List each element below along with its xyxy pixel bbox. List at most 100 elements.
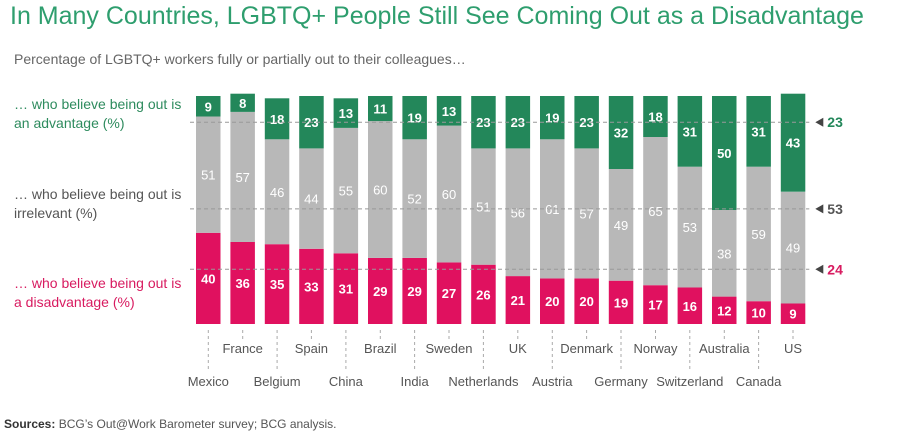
data-label-irrelevant-canada: 59 — [751, 227, 765, 242]
data-label-disadvantage-switzerland: 16 — [683, 299, 697, 314]
data-label-irrelevant-uk: 56 — [511, 205, 525, 220]
data-label-irrelevant-china: 55 — [339, 184, 353, 199]
bar-irrelevant-brazil — [368, 121, 393, 258]
category-label-brazil: Brazil — [364, 341, 397, 356]
data-label-disadvantage-india: 29 — [407, 284, 421, 299]
data-label-disadvantage-canada: 10 — [751, 306, 765, 321]
data-label-disadvantage-china: 31 — [339, 282, 353, 297]
bar-advantage-switzerland — [677, 96, 703, 167]
bar-advantage-belgium — [264, 98, 290, 140]
bar-irrelevant-uk — [505, 148, 531, 277]
bar-irrelevant-switzerland — [677, 166, 703, 288]
average-marker-advantage — [815, 117, 824, 127]
data-label-irrelevant-india: 52 — [407, 192, 421, 207]
data-label-irrelevant-france: 57 — [235, 170, 249, 185]
category-label-belgium: Belgium — [254, 374, 301, 389]
data-label-disadvantage-denmark: 20 — [579, 294, 593, 309]
bar-disadvantage-belgium — [264, 244, 290, 324]
bar-irrelevant-belgium — [264, 139, 290, 245]
bar-irrelevant-denmark — [574, 148, 599, 279]
data-label-advantage-uk: 23 — [511, 115, 525, 130]
bar-irrelevant-us — [780, 191, 806, 304]
legend-disadvantage: … who believe being out is a disadvantag… — [14, 275, 182, 310]
data-label-irrelevant-belgium: 46 — [270, 185, 284, 200]
bar-irrelevant-spain — [299, 148, 324, 249]
data-label-advantage-brazil: 11 — [373, 102, 387, 117]
average-label-advantage: 23 — [827, 114, 843, 130]
bar-disadvantage-sweden — [436, 262, 462, 324]
data-label-advantage-denmark: 23 — [579, 115, 593, 130]
bar-disadvantage-canada — [746, 301, 771, 324]
category-label-india: India — [400, 374, 429, 389]
data-label-disadvantage-netherlands: 26 — [476, 287, 490, 302]
category-label-uk: UK — [509, 341, 527, 356]
bar-irrelevant-australia — [712, 210, 737, 297]
bar-irrelevant-sweden — [436, 125, 462, 263]
data-label-advantage-mexico: 9 — [205, 99, 212, 114]
data-label-irrelevant-norway: 65 — [648, 204, 662, 219]
bar-disadvantage-uk — [505, 276, 531, 324]
category-label-canada: Canada — [736, 374, 782, 389]
data-label-advantage-us: 43 — [786, 136, 800, 151]
bar-irrelevant-canada — [746, 166, 771, 302]
data-label-advantage-austria: 19 — [545, 111, 559, 126]
bar-irrelevant-mexico — [196, 116, 221, 233]
category-label-norway: Norway — [633, 341, 678, 356]
data-label-disadvantage-norway: 17 — [648, 298, 662, 313]
bar-disadvantage-austria — [540, 278, 565, 324]
bar-irrelevant-austria — [540, 139, 565, 279]
bar-advantage-mexico — [196, 96, 221, 117]
chart-title: In Many Countries, LGBTQ+ People Still S… — [10, 2, 864, 30]
bar-disadvantage-norway — [643, 285, 668, 324]
bar-advantage-india — [402, 96, 427, 140]
data-label-disadvantage-austria: 20 — [545, 294, 559, 309]
bar-advantage-france — [230, 93, 255, 112]
bar-irrelevant-india — [402, 139, 427, 258]
category-label-switzerland: Switzerland — [656, 374, 723, 389]
sources-note: Sources: BCG’s Out@Work Barometer survey… — [4, 417, 337, 431]
bar-advantage-austria — [540, 96, 565, 140]
bar-advantage-brazil — [368, 96, 393, 122]
bar-advantage-australia — [712, 96, 737, 210]
category-label-sweden: Sweden — [426, 341, 473, 356]
data-label-disadvantage-uk: 21 — [511, 293, 525, 308]
bar-irrelevant-china — [333, 127, 359, 254]
category-label-france: France — [222, 341, 262, 356]
stacked-bar-chart: 40 51 9 Mexico 36 57 8 France 35 46 18 Belgium 33 44 2… — [188, 93, 843, 389]
category-label-netherlands: Netherlands — [448, 374, 519, 389]
data-label-advantage-norway: 18 — [648, 110, 662, 125]
data-label-irrelevant-denmark: 57 — [579, 206, 593, 221]
data-label-irrelevant-us: 49 — [786, 241, 800, 256]
category-label-us: US — [784, 341, 802, 356]
average-label-irrelevant: 53 — [827, 201, 843, 217]
bar-disadvantage-china — [333, 253, 359, 324]
legend-advantage: … who believe being out is an advantage … — [14, 96, 182, 131]
category-label-mexico: Mexico — [188, 374, 229, 389]
average-marker-disadvantage — [815, 264, 824, 274]
bar-disadvantage-australia — [712, 296, 737, 324]
bar-disadvantage-netherlands — [471, 264, 496, 324]
data-label-irrelevant-germany: 49 — [614, 218, 628, 233]
data-label-advantage-netherlands: 23 — [476, 115, 490, 130]
category-label-germany: Germany — [594, 374, 648, 389]
data-label-irrelevant-netherlands: 51 — [476, 200, 490, 215]
category-label-china: China — [329, 374, 364, 389]
bar-advantage-norway — [643, 96, 668, 137]
data-label-disadvantage-spain: 33 — [304, 279, 318, 294]
data-label-advantage-australia: 50 — [717, 146, 731, 161]
bar-irrelevant-netherlands — [471, 148, 496, 265]
sources-label: Sources: — [4, 417, 56, 431]
data-label-advantage-china: 13 — [339, 106, 353, 121]
data-label-advantage-france: 8 — [239, 96, 246, 111]
data-label-advantage-sweden: 13 — [442, 104, 456, 119]
data-label-disadvantage-australia: 12 — [717, 303, 731, 318]
legend-irrelevant: … who believe being out is irrelevant (%… — [14, 186, 182, 221]
bar-disadvantage-switzerland — [677, 287, 703, 324]
data-label-advantage-belgium: 18 — [270, 112, 284, 127]
data-label-disadvantage-germany: 19 — [614, 295, 628, 310]
bar-advantage-sweden — [436, 96, 462, 126]
bar-advantage-china — [333, 98, 359, 128]
data-label-irrelevant-australia: 38 — [717, 246, 731, 261]
bar-disadvantage-denmark — [574, 278, 599, 324]
data-label-disadvantage-france: 36 — [235, 276, 249, 291]
